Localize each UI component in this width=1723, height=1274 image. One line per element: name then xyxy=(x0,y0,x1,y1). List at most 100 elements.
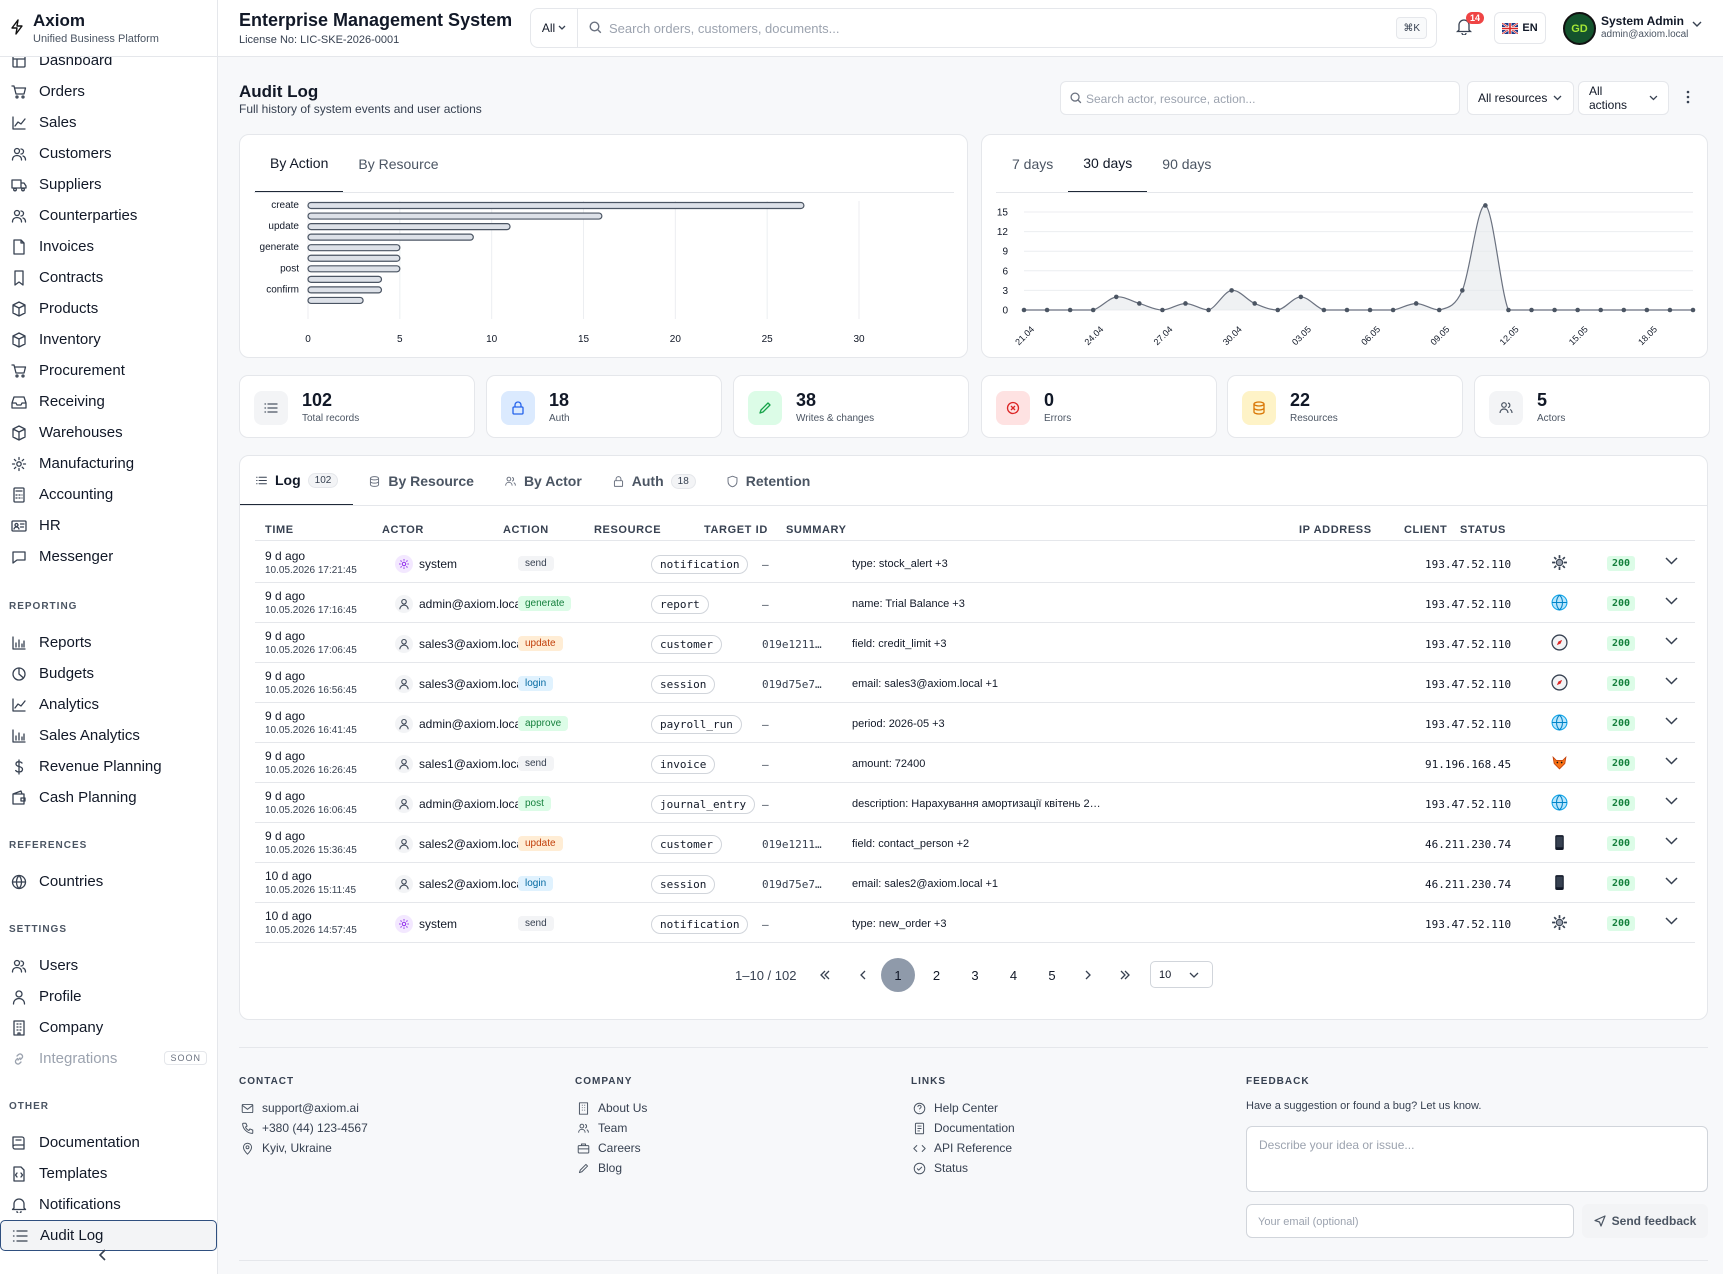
sidebar-item-profile[interactable]: Profile xyxy=(0,981,217,1012)
column-header-target-id[interactable]: TARGET ID xyxy=(704,524,768,536)
resource-badge[interactable]: journal_entry xyxy=(651,795,756,814)
table-row[interactable]: 9 d ago 10.05.2026 16:26:45 sales1@axiom.l… xyxy=(255,743,1695,783)
sidebar-item-manufacturing[interactable]: Manufacturing xyxy=(0,448,217,479)
expand-chevron-icon[interactable] xyxy=(1665,757,1678,765)
footer-link-status[interactable]: Status xyxy=(913,1161,968,1175)
sidebar-item-revenue-planning[interactable]: Revenue Planning xyxy=(0,751,217,782)
collapse-sidebar-icon[interactable] xyxy=(98,1248,108,1262)
tab-auth[interactable]: Auth 18 xyxy=(597,456,711,506)
table-row[interactable]: 9 d ago 10.05.2026 16:06:45 admin@axiom.lo… xyxy=(255,783,1695,823)
expand-chevron-icon[interactable] xyxy=(1665,717,1678,725)
expand-chevron-icon[interactable] xyxy=(1665,677,1678,685)
column-header-summary[interactable]: SUMMARY xyxy=(786,524,847,536)
sidebar-item-users[interactable]: Users xyxy=(0,950,217,981)
column-header-status[interactable]: STATUS xyxy=(1460,524,1506,536)
sidebar-item-sales-analytics[interactable]: Sales Analytics xyxy=(0,720,217,751)
resource-badge[interactable]: payroll_run xyxy=(651,715,742,734)
user-menu-chevron-icon[interactable] xyxy=(1692,21,1702,28)
expand-chevron-icon[interactable] xyxy=(1665,637,1678,645)
column-header-time[interactable]: TIME xyxy=(265,524,294,536)
sidebar-item-invoices[interactable]: Invoices xyxy=(0,231,217,262)
sidebar-item-audit-log[interactable]: Audit Log xyxy=(0,1220,217,1251)
footer-link-380-44-123-4567[interactable]: +380 (44) 123-4567 xyxy=(241,1121,368,1135)
tab-7-days[interactable]: 7 days xyxy=(1012,156,1054,172)
resource-badge[interactable]: customer xyxy=(651,835,722,854)
next-page-icon[interactable] xyxy=(1070,958,1104,992)
table-row[interactable]: 9 d ago 10.05.2026 16:41:45 admin@axiom.lo… xyxy=(255,703,1695,743)
actor[interactable]: system xyxy=(395,555,457,573)
actor[interactable]: admin@axiom.local xyxy=(395,715,524,733)
actor[interactable]: sales3@axiom.local xyxy=(395,675,526,693)
sidebar-item-suppliers[interactable]: Suppliers xyxy=(0,169,217,200)
actor[interactable]: sales1@axiom.local xyxy=(395,755,526,773)
expand-chevron-icon[interactable] xyxy=(1665,797,1678,805)
tab-by-resource[interactable]: By Resource xyxy=(353,456,489,506)
audit-search[interactable]: Search actor, resource, action... xyxy=(1060,81,1460,115)
sidebar-item-budgets[interactable]: Budgets xyxy=(0,658,217,689)
tab-30-days[interactable]: 30 days xyxy=(1068,135,1148,193)
tab-90-days[interactable]: 90 days xyxy=(1162,156,1212,172)
search-scope-select[interactable]: All xyxy=(531,9,578,47)
footer-link-careers[interactable]: Careers xyxy=(577,1141,641,1155)
actor[interactable]: sales2@axiom.local xyxy=(395,875,526,893)
column-header-action[interactable]: ACTION xyxy=(503,524,549,536)
sidebar-item-company[interactable]: Company xyxy=(0,1012,217,1043)
resource-badge[interactable]: invoice xyxy=(651,755,716,774)
send-feedback-button[interactable]: Send feedback xyxy=(1582,1204,1708,1238)
table-row[interactable]: 9 d ago 10.05.2026 16:56:45 sales3@axiom.l… xyxy=(255,663,1695,703)
sidebar-item-documentation[interactable]: Documentation xyxy=(0,1127,217,1158)
sidebar-item-reports[interactable]: Reports xyxy=(0,627,217,658)
table-row[interactable]: 10 d ago 10.05.2026 15:11:45 sales2@axiom.… xyxy=(255,863,1695,903)
expand-chevron-icon[interactable] xyxy=(1665,597,1678,605)
actor[interactable]: sales3@axiom.local xyxy=(395,635,526,653)
sidebar-item-templates[interactable]: Templates xyxy=(0,1158,217,1189)
resource-badge[interactable]: session xyxy=(651,875,716,894)
table-row[interactable]: 10 d ago 10.05.2026 14:57:45 system send not… xyxy=(255,903,1695,943)
tab-retention[interactable]: Retention xyxy=(711,456,826,506)
sidebar-item-customers[interactable]: Customers xyxy=(0,138,217,169)
language-switcher[interactable]: EN xyxy=(1494,12,1546,44)
sidebar-item-counterparties[interactable]: Counterparties xyxy=(0,200,217,231)
sidebar-item-accounting[interactable]: Accounting xyxy=(0,479,217,510)
actor[interactable]: system xyxy=(395,915,457,933)
footer-link-support-axiom-ai[interactable]: support@axiom.ai xyxy=(241,1101,359,1115)
column-header-resource[interactable]: RESOURCE xyxy=(594,524,662,536)
sidebar-item-notifications[interactable]: Notifications xyxy=(0,1189,217,1220)
sidebar-item-hr[interactable]: HR xyxy=(0,510,217,541)
previous-page-icon[interactable] xyxy=(846,958,880,992)
footer-link-documentation[interactable]: Documentation xyxy=(913,1121,1015,1135)
sidebar-item-orders[interactable]: Orders xyxy=(0,76,217,107)
footer-link-about-us[interactable]: About Us xyxy=(577,1101,647,1115)
footer-link-kyiv-ukraine[interactable]: Kyiv, Ukraine xyxy=(241,1141,332,1155)
sidebar-item-contracts[interactable]: Contracts xyxy=(0,262,217,293)
resource-badge[interactable]: report xyxy=(651,595,709,614)
sidebar-item-warehouses[interactable]: Warehouses xyxy=(0,417,217,448)
user-name[interactable]: System Admin xyxy=(1601,14,1684,28)
first-page-icon[interactable] xyxy=(808,958,842,992)
brand[interactable]: Axiom Unified Business Platform xyxy=(0,0,217,57)
sidebar-item-receiving[interactable]: Receiving xyxy=(0,386,217,417)
sidebar-item-analytics[interactable]: Analytics xyxy=(0,689,217,720)
resource-badge[interactable]: session xyxy=(651,675,716,694)
footer-link-api-reference[interactable]: API Reference xyxy=(913,1141,1012,1155)
column-header-client[interactable]: CLIENT xyxy=(1404,524,1448,536)
tab-by-resource[interactable]: By Resource xyxy=(358,156,439,172)
footer-link-blog[interactable]: Blog xyxy=(577,1161,622,1175)
sidebar-item-inventory[interactable]: Inventory xyxy=(0,324,217,355)
sidebar-item-cash-planning[interactable]: Cash Planning xyxy=(0,782,217,813)
resource-badge[interactable]: notification xyxy=(651,555,749,574)
avatar[interactable]: GD xyxy=(1563,12,1596,45)
sidebar-item-procurement[interactable]: Procurement xyxy=(0,355,217,386)
sidebar-item-messenger[interactable]: Messenger xyxy=(0,541,217,572)
more-options-icon[interactable] xyxy=(1686,90,1690,104)
page-size-select[interactable]: 10 xyxy=(1150,961,1213,988)
table-row[interactable]: 9 d ago 10.05.2026 17:06:45 sales3@axiom.l… xyxy=(255,623,1695,663)
table-row[interactable]: 9 d ago 10.05.2026 17:16:45 admin@axiom.lo… xyxy=(255,583,1695,623)
sidebar-item-products[interactable]: Products xyxy=(0,293,217,324)
resource-badge[interactable]: notification xyxy=(651,915,749,934)
actor[interactable]: admin@axiom.local xyxy=(395,795,524,813)
table-row[interactable]: 9 d ago 10.05.2026 15:36:45 sales2@axiom.l… xyxy=(255,823,1695,863)
expand-chevron-icon[interactable] xyxy=(1665,557,1678,565)
column-header-ip-address[interactable]: IP ADDRESS xyxy=(1299,524,1372,536)
resource-badge[interactable]: customer xyxy=(651,635,722,654)
